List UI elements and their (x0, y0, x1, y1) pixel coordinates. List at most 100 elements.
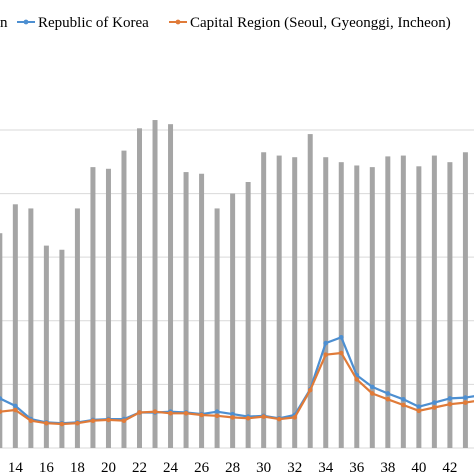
line-point (338, 335, 344, 340)
line-point (292, 415, 298, 420)
bar (121, 150, 127, 448)
bar (28, 208, 34, 448)
x-tick-label: 22 (132, 460, 147, 474)
line-point (137, 410, 142, 415)
line-point (28, 418, 34, 424)
x-tick-label: 16 (39, 460, 55, 474)
line-point (338, 350, 344, 356)
x-tick-label: 32 (287, 460, 302, 474)
line-point (432, 405, 437, 410)
line-point (416, 404, 422, 409)
x-tick-label: 34 (318, 460, 334, 474)
legend-marker-capital-region (175, 19, 181, 25)
legend-label-republic-of-korea: Republic of Korea (38, 15, 149, 31)
bar (338, 162, 344, 448)
bar (400, 155, 406, 448)
line-point (106, 417, 111, 423)
line-point (245, 415, 251, 421)
x-tick-label: 38 (380, 460, 395, 474)
line-point (307, 387, 313, 393)
line-point (90, 418, 96, 424)
line-point (323, 340, 329, 346)
bar (105, 168, 111, 449)
bar (307, 134, 313, 448)
bar (199, 173, 205, 448)
line-point (323, 352, 329, 357)
line-point (214, 409, 220, 414)
line-point (354, 377, 360, 382)
legend-label-capital-region: Capital Region (Seoul, Gyeonggi, Incheon… (190, 15, 451, 31)
bar (385, 156, 391, 449)
line-point (0, 409, 3, 414)
line-point (0, 396, 3, 401)
bar (183, 172, 189, 448)
x-tick-label: 28 (225, 460, 240, 474)
line-point (463, 395, 468, 400)
x-tick-label: 24 (163, 460, 179, 474)
bar (261, 152, 267, 448)
line-point (416, 408, 422, 414)
line-point (370, 391, 375, 396)
x-tick-label: 30 (256, 460, 271, 474)
line-point (152, 409, 158, 414)
line-point (401, 402, 406, 408)
bar (431, 155, 437, 448)
legend-marker-republic-of-korea (23, 19, 29, 25)
line-point (13, 407, 18, 413)
bar (323, 157, 329, 448)
bar (12, 204, 18, 448)
x-tick-label: 20 (101, 460, 116, 474)
bar (447, 162, 453, 448)
line-point (432, 400, 437, 405)
line-point (121, 418, 127, 424)
line-point (199, 412, 204, 418)
x-tick-label: 18 (70, 460, 85, 474)
bar (59, 249, 65, 448)
bar-series (0, 120, 468, 449)
line-point (385, 396, 391, 402)
bar (152, 120, 158, 448)
x-tick-labels: 14 16 18 20 22 24 26 28 30 32 34 36 38 40 42 (8, 460, 458, 474)
line-point (261, 414, 266, 419)
line-series (0, 335, 474, 427)
line-point (214, 413, 220, 419)
bar (90, 167, 96, 448)
legend-cut-label: n (0, 15, 8, 31)
line-point (230, 415, 235, 420)
legend: n Republic of Korea Capital Region (Seou… (0, 15, 451, 31)
line-point (168, 411, 173, 416)
bar (137, 128, 142, 448)
line-point (59, 421, 65, 427)
x-tick-label: 40 (411, 460, 426, 474)
bar (0, 233, 3, 448)
bar (214, 208, 220, 448)
bar (245, 182, 251, 448)
bar (416, 166, 422, 448)
bar (462, 152, 468, 448)
x-tick-label: 14 (8, 460, 24, 474)
bar (276, 155, 282, 448)
bar (292, 157, 298, 448)
x-tick-label: 26 (194, 460, 210, 474)
x-tick-label: 36 (349, 460, 365, 474)
line-point (13, 403, 18, 409)
bar (230, 193, 236, 448)
line-point (385, 391, 391, 396)
line-point (183, 411, 189, 416)
bar (43, 245, 49, 448)
bar (369, 167, 375, 448)
line-point (44, 420, 49, 426)
line-point (447, 401, 453, 407)
line-point (370, 384, 375, 390)
bar (74, 208, 80, 448)
x-tick-label: 42 (442, 460, 457, 474)
line-point (75, 420, 80, 426)
line-point (401, 396, 406, 402)
line-point (276, 416, 282, 422)
bar (354, 165, 360, 448)
line-point (447, 396, 453, 401)
bar (168, 124, 174, 448)
line-point (230, 411, 235, 417)
line-point (463, 400, 468, 405)
